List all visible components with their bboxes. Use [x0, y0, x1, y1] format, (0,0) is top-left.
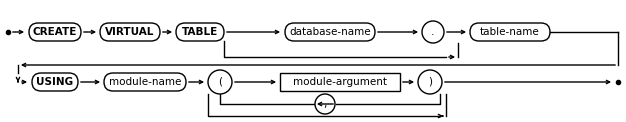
Circle shape: [422, 21, 444, 43]
FancyBboxPatch shape: [100, 23, 160, 41]
Text: USING: USING: [36, 77, 74, 87]
Text: database-name: database-name: [289, 27, 371, 37]
Text: ,: ,: [323, 99, 327, 109]
FancyBboxPatch shape: [32, 73, 78, 91]
FancyBboxPatch shape: [29, 23, 81, 41]
FancyBboxPatch shape: [285, 23, 375, 41]
Text: VIRTUAL: VIRTUAL: [105, 27, 155, 37]
Text: (: (: [218, 77, 222, 87]
Circle shape: [315, 94, 335, 114]
Text: CREATE: CREATE: [33, 27, 77, 37]
FancyBboxPatch shape: [104, 73, 186, 91]
Text: module-name: module-name: [109, 77, 181, 87]
FancyBboxPatch shape: [470, 23, 550, 41]
Text: .: .: [431, 27, 434, 37]
FancyBboxPatch shape: [176, 23, 224, 41]
Text: table-name: table-name: [480, 27, 540, 37]
Circle shape: [418, 70, 442, 94]
Bar: [280, 73, 400, 91]
Text: TABLE: TABLE: [182, 27, 218, 37]
Text: ): ): [428, 77, 432, 87]
Circle shape: [208, 70, 232, 94]
Text: module-argument: module-argument: [293, 77, 387, 87]
